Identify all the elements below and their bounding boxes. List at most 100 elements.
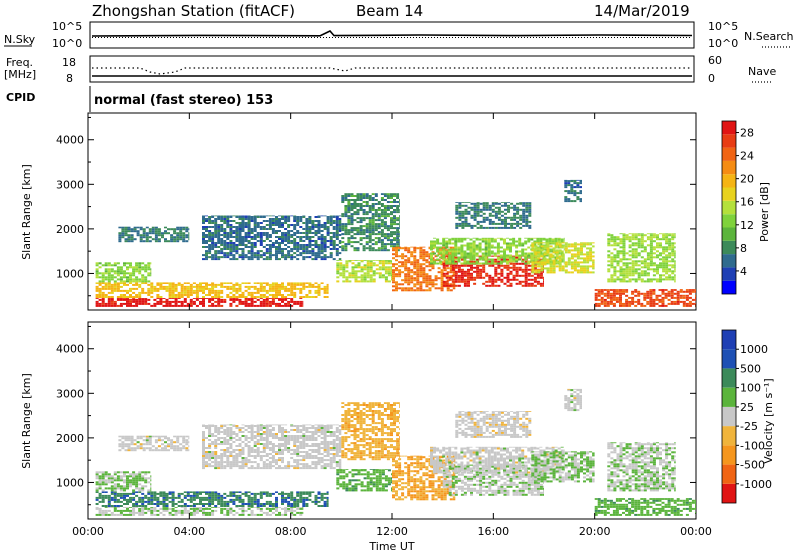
data-cell xyxy=(490,252,494,255)
data-cell xyxy=(281,222,284,224)
data-cell xyxy=(238,240,242,242)
data-cell xyxy=(567,182,571,185)
data-cell xyxy=(670,292,674,295)
data-cell xyxy=(487,254,491,257)
data-cell xyxy=(491,255,495,257)
data-cell xyxy=(311,240,315,242)
data-cell xyxy=(323,289,327,292)
data-cell xyxy=(235,298,239,299)
data-cell xyxy=(341,213,345,216)
data-cell xyxy=(229,246,233,248)
data-cell xyxy=(262,216,266,218)
data-cell xyxy=(564,249,568,252)
data-cell xyxy=(299,254,303,257)
data-cell xyxy=(232,509,236,512)
data-cell xyxy=(688,292,692,295)
data-cell xyxy=(371,205,375,207)
data-cell xyxy=(469,246,473,249)
data-cell xyxy=(482,268,486,271)
data-cell xyxy=(142,232,146,235)
data-cell xyxy=(171,491,175,493)
data-cell xyxy=(110,287,114,290)
data-cell xyxy=(386,227,390,230)
data-cell xyxy=(259,256,263,259)
data-cell xyxy=(609,296,613,299)
data-cell xyxy=(308,285,312,288)
data-cell xyxy=(317,287,321,290)
data-cell xyxy=(271,228,275,230)
data-cell xyxy=(500,218,504,221)
data-cell xyxy=(507,206,510,209)
data-cell xyxy=(247,218,251,220)
data-cell xyxy=(241,302,245,305)
data-cell xyxy=(290,291,294,294)
data-cell xyxy=(380,231,384,234)
data-cell xyxy=(646,264,650,267)
data-cell xyxy=(685,289,689,291)
data-cell xyxy=(177,500,181,503)
data-cell xyxy=(232,298,236,301)
data-cell xyxy=(573,247,577,250)
data-cell xyxy=(284,511,288,514)
data-cell xyxy=(454,270,458,273)
data-cell xyxy=(189,285,193,288)
data-cell xyxy=(416,275,420,278)
data-cell xyxy=(395,249,398,252)
data-cell xyxy=(192,492,196,495)
data-cell xyxy=(174,296,178,298)
data-cell xyxy=(141,509,145,512)
data-cell xyxy=(573,200,577,203)
data-cell xyxy=(107,272,111,275)
data-cell xyxy=(220,220,224,222)
data-cell xyxy=(278,246,281,248)
data-cell xyxy=(311,228,315,230)
data-cell xyxy=(113,494,117,497)
data-cell xyxy=(299,304,303,307)
data-cell xyxy=(226,246,230,248)
data-cell xyxy=(259,298,263,299)
data-cell xyxy=(101,505,105,507)
data-cell xyxy=(165,302,169,305)
data-cell xyxy=(436,242,440,245)
data-cell xyxy=(238,236,242,238)
data-cell xyxy=(365,227,369,230)
data-cell xyxy=(284,228,288,230)
data-cell xyxy=(126,500,129,503)
data-cell xyxy=(478,238,482,241)
data-cell xyxy=(478,248,482,251)
data-cell xyxy=(488,226,492,229)
data-cell xyxy=(362,213,366,216)
data-cell xyxy=(564,184,568,187)
data-cell xyxy=(208,230,212,232)
data-cell xyxy=(671,276,675,279)
data-cell xyxy=(649,254,653,257)
data-cell xyxy=(612,294,616,297)
data-cell xyxy=(287,246,291,248)
data-cell xyxy=(399,227,400,230)
data-cell xyxy=(419,263,423,266)
data-cell xyxy=(329,238,333,240)
data-cell xyxy=(558,259,562,262)
data-cell xyxy=(223,220,227,222)
data-cell xyxy=(439,262,443,265)
data-cell xyxy=(223,216,227,218)
data-cell xyxy=(371,249,375,252)
data-cell xyxy=(460,256,464,259)
data-cell xyxy=(110,505,114,507)
data-cell xyxy=(518,280,522,283)
data-cell xyxy=(395,255,398,258)
data-cell xyxy=(665,250,669,253)
data-cell xyxy=(265,236,269,238)
data-cell xyxy=(436,250,440,253)
data-cell xyxy=(442,242,446,245)
data-cell xyxy=(646,302,650,305)
data-cell xyxy=(119,272,123,275)
data-cell xyxy=(524,276,528,279)
data-cell xyxy=(457,280,461,283)
data-cell xyxy=(374,233,378,236)
data-cell xyxy=(247,304,251,307)
data-cell xyxy=(253,287,257,290)
data-cell xyxy=(339,266,343,269)
data-cell xyxy=(609,298,613,301)
data-cell xyxy=(357,264,361,267)
